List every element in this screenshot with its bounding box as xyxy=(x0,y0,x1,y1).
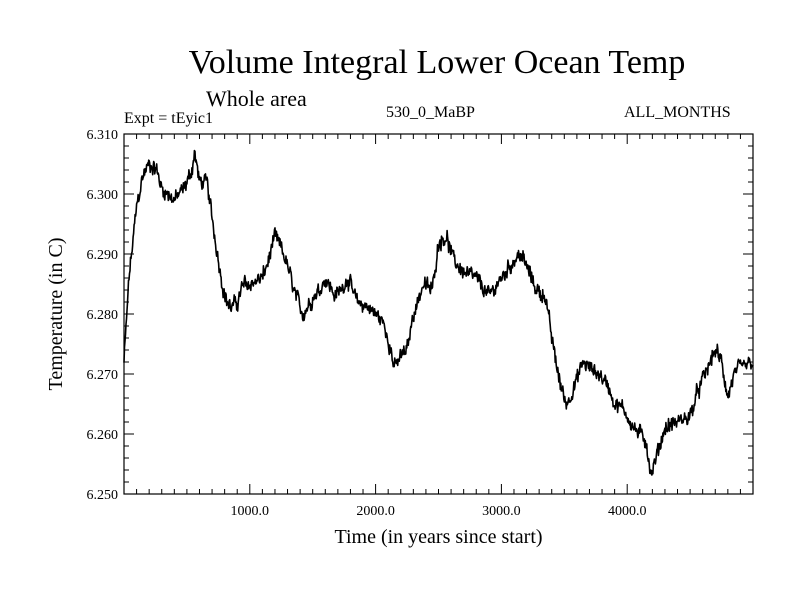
y-tick-label: 6.280 xyxy=(87,308,119,323)
experiment-label: Expt = tEyic1 xyxy=(124,110,214,127)
x-tick-label: 4000.0 xyxy=(608,504,647,519)
tick-marks xyxy=(123,133,754,495)
y-tick-label: 6.300 xyxy=(87,188,119,203)
months-label: ALL_MONTHS xyxy=(624,104,731,121)
series-line xyxy=(123,149,754,476)
y-axis-label: Temperature (in C) xyxy=(45,238,67,391)
chart-subtitle: Whole area xyxy=(206,86,307,111)
tick-labels: 1000.0 2000.0 3000.0 4000.0 6.250 6.260 6.270 6… xyxy=(87,128,647,519)
y-tick-label: 6.260 xyxy=(87,428,119,443)
chart-title: Volume Integral Lower Ocean Temp xyxy=(188,44,686,81)
x-tick-label: 3000.0 xyxy=(482,504,521,519)
y-tick-label: 6.310 xyxy=(87,128,119,143)
y-tick-label: 6.270 xyxy=(87,368,119,383)
x-axis-label: Time (in years since start) xyxy=(334,526,542,548)
y-tick-label: 6.290 xyxy=(87,248,119,263)
plot-frame xyxy=(123,133,754,495)
run-label: 530_0_MaBP xyxy=(386,104,475,121)
x-tick-label: 2000.0 xyxy=(356,504,395,519)
y-tick-label: 6.250 xyxy=(87,488,119,503)
x-tick-label: 1000.0 xyxy=(231,504,270,519)
